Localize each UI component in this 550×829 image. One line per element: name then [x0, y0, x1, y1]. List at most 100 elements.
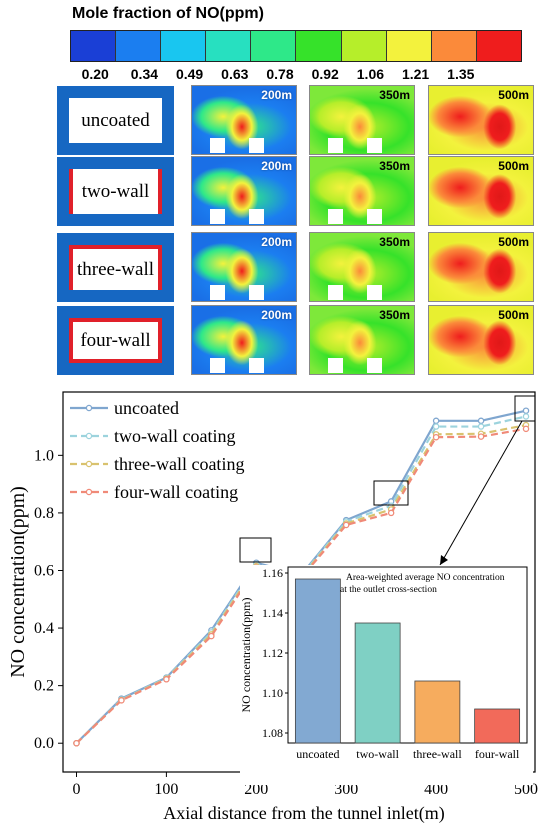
- contour-panel: 500m: [428, 305, 534, 375]
- vehicle-block: [210, 285, 225, 300]
- vehicle-block: [249, 138, 264, 153]
- contour-panel: 350m: [309, 232, 415, 302]
- colorbar-title: Mole fraction of NO(ppm): [72, 5, 264, 22]
- inset-bar: [294, 578, 341, 744]
- highlight-box-200m: [239, 537, 272, 563]
- x-tick-label: 0: [72, 781, 80, 798]
- case-box-four-wall: four-wall: [57, 306, 174, 375]
- contour-panel: 350m: [309, 156, 415, 226]
- vehicle-block: [210, 138, 225, 153]
- case-label: two-wall: [69, 169, 162, 214]
- legend-marker: [85, 432, 93, 440]
- data-point: [477, 433, 485, 440]
- colorbar-swatch: [476, 31, 521, 61]
- inset-bar: [414, 680, 461, 744]
- colorbar-tick-label: 0.20: [81, 66, 109, 82]
- distance-label: 500m: [498, 159, 529, 173]
- y-tick-label: 0.0: [34, 735, 54, 752]
- colorbar-swatch: [341, 31, 387, 61]
- inset-bar: [474, 708, 521, 744]
- contour-panel: 500m: [428, 85, 534, 155]
- colorbar-tick-label: 0.92: [311, 66, 339, 82]
- legend-marker: [85, 404, 93, 412]
- case-label: uncoated: [69, 98, 162, 143]
- colorbar-tick-label: 1.35: [447, 66, 475, 82]
- vehicle-block: [249, 285, 264, 300]
- y-tick-label: 0.8: [34, 505, 54, 522]
- colorbar-tick-label: 0.34: [130, 66, 159, 82]
- contour-panel: 200m: [191, 305, 297, 375]
- colorbar-swatch: [296, 31, 342, 61]
- inset-y-tick-label: 1.10: [262, 686, 283, 700]
- legend-marker: [85, 460, 93, 468]
- highlight-box-350m: [373, 480, 409, 506]
- x-tick-label: 400: [424, 781, 448, 798]
- colorbar-swatch: [431, 31, 477, 61]
- data-point: [522, 413, 530, 420]
- distance-label: 200m: [261, 308, 292, 322]
- legend-label: three-wall coating: [114, 454, 244, 474]
- distance-label: 500m: [498, 308, 529, 322]
- inset-y-tick-label: 1.16: [262, 566, 283, 580]
- vehicle-block: [367, 358, 382, 373]
- data-point: [522, 425, 530, 433]
- case-box-two-wall: two-wall: [57, 157, 174, 226]
- distance-label: 200m: [261, 159, 292, 173]
- contour-panel: 350m: [309, 85, 415, 155]
- legend-label: uncoated: [114, 398, 179, 418]
- distance-label: 350m: [379, 308, 410, 322]
- x-axis-label: Axial distance from the tunnel inlet(m): [163, 803, 444, 824]
- vehicle-block: [249, 358, 264, 373]
- inset-category-label: two-wall: [356, 747, 399, 761]
- x-tick-label: 100: [154, 781, 178, 798]
- inset-category-label: four-wall: [475, 747, 520, 761]
- data-point: [73, 739, 80, 747]
- vehicle-block: [328, 138, 343, 153]
- y-tick-label: 0.6: [34, 562, 54, 579]
- colorbar-tick-label: 0.63: [221, 66, 249, 82]
- inset-y-axis-label: NO concentration(ppm): [239, 598, 253, 713]
- vehicle-block: [328, 358, 343, 373]
- y-tick-label: 0.2: [34, 678, 54, 695]
- inset-frame: [287, 566, 528, 744]
- inset-y-tick-label: 1.12: [262, 646, 283, 660]
- case-label: three-wall: [69, 245, 162, 290]
- data-point: [432, 433, 440, 441]
- y-tick-label: 1.0: [34, 447, 54, 464]
- data-point: [522, 407, 530, 414]
- vehicle-block: [328, 285, 343, 300]
- colorbar: [70, 30, 522, 62]
- contour-panel: 200m: [191, 156, 297, 226]
- y-axis-label: NO concentration(ppm): [7, 486, 29, 678]
- case-box-uncoated: uncoated: [57, 86, 174, 155]
- colorbar-swatch: [71, 31, 117, 61]
- contour-panel: 500m: [428, 232, 534, 302]
- x-tick-label: 200: [244, 781, 268, 798]
- callout-arrow-line: [439, 420, 523, 566]
- colorbar-tick-label: 1.06: [356, 66, 385, 82]
- contour-panel: 500m: [428, 156, 534, 226]
- contour-panel: 350m: [309, 305, 415, 375]
- distance-label: 500m: [498, 88, 529, 102]
- vehicle-block: [367, 209, 382, 224]
- inset-y-tick-label: 1.08: [262, 726, 283, 740]
- case-label: four-wall: [69, 318, 162, 363]
- legend-label: two-wall coating: [114, 426, 235, 446]
- data-point: [118, 697, 125, 704]
- inset-category-label: three-wall: [413, 747, 462, 761]
- inset-category-label: uncoated: [296, 747, 339, 761]
- data-point: [477, 417, 485, 425]
- data-point: [432, 423, 440, 430]
- distance-label: 500m: [498, 235, 529, 249]
- distance-label: 350m: [379, 88, 410, 102]
- vehicle-block: [328, 209, 343, 224]
- distance-label: 350m: [379, 159, 410, 173]
- data-point: [163, 676, 170, 683]
- contour-panel: 200m: [191, 232, 297, 302]
- case-box-three-wall: three-wall: [57, 233, 174, 302]
- contour-panel: 200m: [191, 85, 297, 155]
- vehicle-block: [210, 358, 225, 373]
- data-point: [432, 417, 440, 425]
- colorbar-swatch: [116, 31, 162, 61]
- y-tick-label: 0.4: [34, 620, 54, 637]
